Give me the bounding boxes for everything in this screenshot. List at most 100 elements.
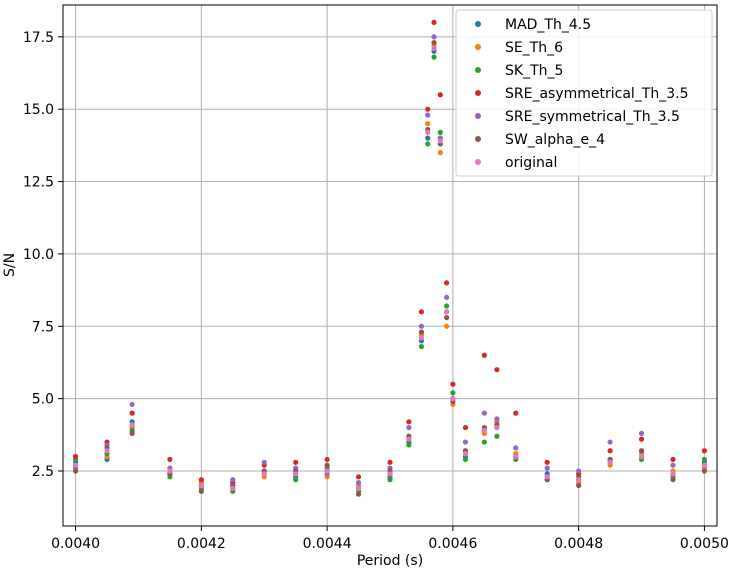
legend-marker: [475, 44, 481, 50]
data-point: [198, 488, 204, 494]
y-tick-label: 10.0: [23, 247, 54, 263]
data-point: [167, 468, 173, 474]
data-point: [444, 280, 450, 286]
y-tick-label: 15.0: [23, 102, 54, 118]
data-point: [406, 442, 412, 448]
data-point: [406, 419, 412, 425]
series-original: [72, 45, 708, 491]
y-tick-label: 5.0: [32, 392, 54, 408]
x-tick-label: 0.0046: [428, 536, 477, 552]
legend-box: [455, 9, 713, 177]
grid-lines: [63, 5, 717, 526]
x-tick-label: 0.0048: [554, 536, 603, 552]
data-point: [444, 323, 450, 329]
legend-marker: [475, 136, 481, 142]
data-point: [129, 410, 135, 416]
data-point: [670, 471, 676, 477]
y-axis-ticks: 2.5 5.0 7.5 10.0 12.5 15.0 17.5: [23, 30, 63, 480]
data-point: [72, 468, 79, 474]
data-points: [72, 19, 708, 497]
data-point: [450, 390, 456, 396]
data-point: [355, 485, 362, 491]
data-point: [701, 456, 708, 463]
legend-marker: [475, 67, 481, 73]
y-tick-label: 2.5: [32, 464, 54, 480]
data-point: [418, 335, 425, 341]
data-point: [513, 410, 519, 416]
data-point: [425, 135, 431, 141]
data-point: [72, 462, 79, 468]
x-tick-label: 0.0044: [303, 536, 352, 552]
data-point: [431, 45, 437, 52]
data-point: [198, 482, 204, 489]
data-point: [425, 129, 431, 135]
data-point: [462, 451, 469, 457]
plot-frame: [62, 4, 718, 527]
data-point: [544, 474, 550, 480]
x-tick-label: 0.0040: [51, 536, 100, 552]
data-point: [576, 468, 582, 474]
data-point: [544, 465, 550, 471]
data-point: [261, 471, 267, 477]
data-point: [450, 396, 456, 402]
data-point: [418, 323, 425, 329]
data-point: [387, 459, 393, 465]
y-tick-label: 12.5: [23, 175, 54, 191]
data-point: [167, 456, 173, 463]
data-point: [418, 343, 425, 350]
data-point: [450, 381, 456, 387]
x-axis-label: Period (s): [357, 553, 423, 568]
data-point: [481, 410, 487, 416]
series-SRE_asymmetrical_Th_3.5: [72, 19, 708, 486]
legend-marker: [475, 159, 481, 165]
legend-marker: [475, 90, 481, 96]
data-point: [324, 462, 330, 468]
data-point: [230, 477, 236, 483]
y-tick-label: 7.5: [32, 319, 54, 335]
data-point: [462, 439, 469, 445]
legend-marker: [475, 113, 481, 119]
x-axis-ticks: 0.0040 0.0042 0.0044 0.0046 0.0048 0.0050: [51, 526, 729, 552]
data-point: [494, 433, 500, 439]
data-point: [513, 445, 519, 451]
data-point: [670, 462, 676, 468]
data-point: [638, 448, 645, 454]
data-point: [701, 462, 708, 468]
data-point: [544, 459, 550, 465]
data-point: [701, 448, 708, 454]
x-tick-label: 0.0050: [680, 536, 729, 552]
data-point: [444, 303, 450, 309]
data-point: [437, 138, 443, 144]
data-point: [607, 448, 613, 454]
data-point: [431, 34, 437, 40]
data-point: [293, 471, 299, 477]
data-point: [198, 477, 204, 483]
data-point: [576, 482, 582, 489]
data-point: [293, 477, 299, 483]
data-point: [462, 456, 469, 463]
data-point: [425, 112, 431, 118]
data-point: [324, 468, 330, 474]
legend-label: MAD_Th_4.5: [505, 17, 591, 33]
legend-marker: [475, 21, 481, 27]
data-point: [444, 309, 450, 315]
data-point: [437, 92, 443, 98]
data-point: [431, 54, 437, 60]
data-point: [425, 121, 431, 127]
data-point: [638, 453, 645, 460]
data-point: [261, 459, 267, 465]
data-point: [230, 485, 236, 491]
legend-label: SRE_symmetrical_Th_3.5: [505, 109, 680, 125]
data-point: [293, 459, 299, 465]
data-point: [425, 106, 431, 112]
x-tick-label: 0.0042: [177, 536, 226, 552]
legend: MAD_Th_4.5 SE_Th_6 SK_Th_5 SRE_asymmetrical…: [455, 9, 713, 177]
y-axis-label: S/N: [2, 253, 18, 277]
y-tick-label: 17.5: [23, 30, 54, 46]
data-point: [607, 439, 613, 445]
data-point: [670, 477, 676, 483]
data-point: [387, 477, 393, 483]
data-point: [494, 416, 500, 422]
data-point: [387, 471, 393, 477]
